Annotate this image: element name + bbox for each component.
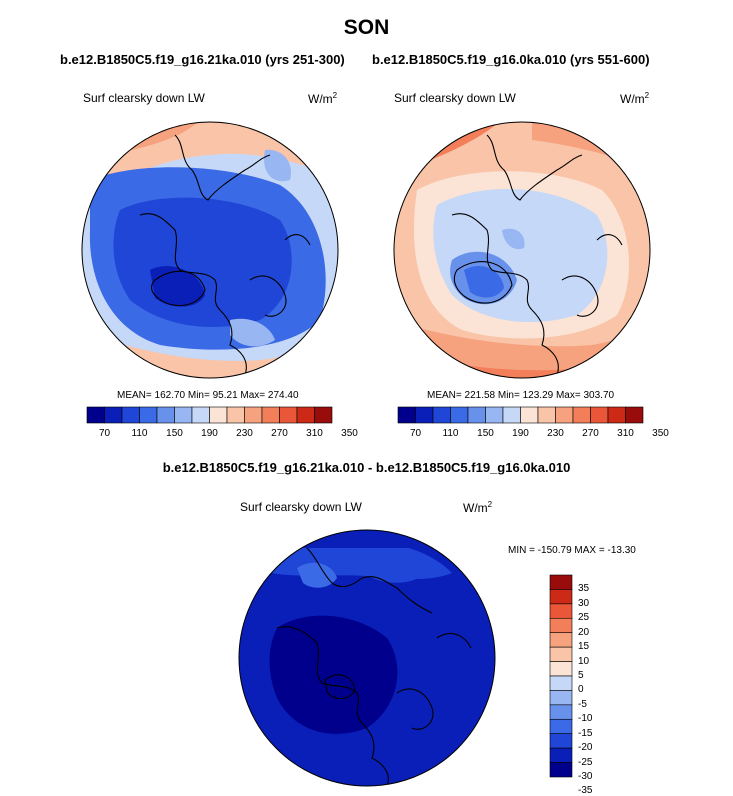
- colorbar-tick-label: 70: [98, 428, 111, 439]
- diff-variable-label: Surf clearsky down LW: [240, 500, 362, 514]
- right-stats: MEAN= 221.58 Min= 123.29 Max= 303.70: [427, 390, 615, 401]
- colorbar-swatch: [485, 406, 504, 424]
- colorbar-swatch: [261, 406, 280, 424]
- colorbar-swatch: [296, 406, 315, 424]
- colorbar-tick-label: -5: [578, 698, 587, 710]
- colorbar-swatch: [549, 718, 573, 735]
- colorbar-swatch: [625, 406, 644, 424]
- colorbar-tick-label: 230: [547, 428, 564, 439]
- colorbar-swatch: [467, 406, 486, 424]
- diff-colorbar: [549, 574, 573, 778]
- colorbar-tick-label: -25: [578, 756, 593, 768]
- colorbar-tick-label: 70: [409, 428, 422, 439]
- colorbar-swatch: [549, 661, 573, 677]
- colorbar-tick-label: -15: [578, 727, 593, 739]
- colorbar-swatch: [139, 406, 158, 424]
- diff-units-label: W/m2: [463, 500, 493, 515]
- colorbar-tick-label: 310: [617, 428, 634, 439]
- right-colorbar: [397, 406, 644, 424]
- colorbar-swatch: [549, 574, 573, 590]
- colorbar-swatch: [549, 589, 573, 605]
- colorbar-swatch: [415, 406, 434, 424]
- colorbar-tick-label: -35: [578, 785, 593, 796]
- colorbar-swatch: [397, 406, 416, 424]
- colorbar-swatch: [104, 406, 123, 424]
- colorbar-swatch: [156, 406, 175, 424]
- colorbar-tick-label: 25: [578, 612, 590, 624]
- colorbar-swatch: [549, 704, 573, 720]
- colorbar-swatch: [549, 762, 573, 778]
- colorbar-swatch: [555, 406, 574, 424]
- colorbar-tick-label: 270: [582, 428, 599, 439]
- colorbar-swatch: [174, 406, 193, 424]
- left-stats: MEAN= 162.70 Min= 95.21 Max= 274.40: [117, 390, 299, 401]
- colorbar-swatch: [549, 632, 573, 648]
- colorbar-tick-label: 110: [442, 428, 459, 439]
- colorbar-swatch: [314, 406, 333, 424]
- left-polar-map: [81, 121, 339, 379]
- colorbar-tick-label: 310: [306, 428, 323, 439]
- right-case-title: b.e12.B1850C5.f19_g16.0ka.010 (yrs 551-6…: [372, 52, 650, 67]
- colorbar-swatch: [520, 406, 539, 424]
- colorbar-swatch: [244, 406, 263, 424]
- difference-title: b.e12.B1850C5.f19_g16.21ka.010 - b.e12.B…: [162, 460, 571, 475]
- colorbar-tick-label: 230: [236, 428, 253, 439]
- colorbar-swatch: [549, 747, 573, 763]
- colorbar-swatch: [607, 406, 626, 424]
- colorbar-tick-label: -10: [578, 713, 593, 725]
- left-colorbar-ticks: 70 110 150 190 230 270 310 350: [87, 428, 358, 442]
- difference-polar-map: [238, 529, 496, 787]
- colorbar-swatch: [191, 406, 210, 424]
- colorbar-swatch: [590, 406, 609, 424]
- colorbar-tick-label: 15: [578, 641, 590, 653]
- colorbar-swatch: [432, 406, 451, 424]
- colorbar-swatch: [549, 690, 573, 706]
- colorbar-tick-label: 270: [271, 428, 288, 439]
- colorbar-tick-label: 10: [578, 655, 590, 667]
- colorbar-swatch: [549, 603, 573, 619]
- left-variable-label: Surf clearsky down LW: [83, 91, 205, 105]
- colorbar-tick-label: 20: [578, 626, 590, 638]
- colorbar-tick-label: 150: [477, 428, 494, 439]
- colorbar-tick-label: 35: [578, 583, 590, 595]
- colorbar-swatch: [549, 733, 573, 749]
- colorbar-tick-label: 350: [652, 428, 669, 439]
- colorbar-swatch: [549, 646, 573, 662]
- colorbar-tick-label: -20: [578, 742, 593, 754]
- right-units-label: W/m2: [620, 91, 650, 106]
- colorbar-swatch: [226, 406, 245, 424]
- colorbar-swatch: [121, 406, 140, 424]
- colorbar-tick-label: 30: [578, 597, 590, 609]
- page-title: SON: [343, 16, 390, 39]
- colorbar-swatch: [549, 675, 573, 691]
- colorbar-swatch: [502, 406, 521, 424]
- colorbar-tick-label: 110: [131, 428, 148, 439]
- colorbar-swatch: [86, 406, 105, 424]
- colorbar-tick-label: 0: [578, 684, 584, 696]
- colorbar-swatch: [537, 406, 556, 424]
- diff-stats: MIN = -150.79 MAX = -13.30: [508, 545, 636, 556]
- colorbar-tick-label: 150: [166, 428, 183, 439]
- colorbar-tick-label: 190: [512, 428, 529, 439]
- colorbar-tick-label: 190: [201, 428, 218, 439]
- colorbar-tick-label: 5: [578, 670, 584, 681]
- colorbar-tick-label: 350: [341, 428, 358, 439]
- colorbar-swatch: [549, 617, 573, 634]
- right-polar-map: [393, 121, 651, 379]
- colorbar-swatch: [209, 406, 228, 424]
- left-units-label: W/m2: [308, 91, 338, 106]
- colorbar-swatch: [572, 406, 591, 424]
- right-variable-label: Surf clearsky down LW: [394, 91, 516, 105]
- diff-colorbar-ticks: 35 30 25 20 15 10 5 0 -5 -10 -15 -20 -25 -30 -35: [578, 575, 618, 796]
- colorbar-swatch: [279, 406, 298, 424]
- colorbar-tick-label: -30: [578, 771, 593, 782]
- right-colorbar-ticks: 70 110 150 190 230 270 310 350: [398, 428, 669, 442]
- colorbar-swatch: [450, 406, 469, 424]
- left-case-title: b.e12.B1850C5.f19_g16.21ka.010 (yrs 251-…: [60, 52, 345, 67]
- left-colorbar: [86, 406, 333, 424]
